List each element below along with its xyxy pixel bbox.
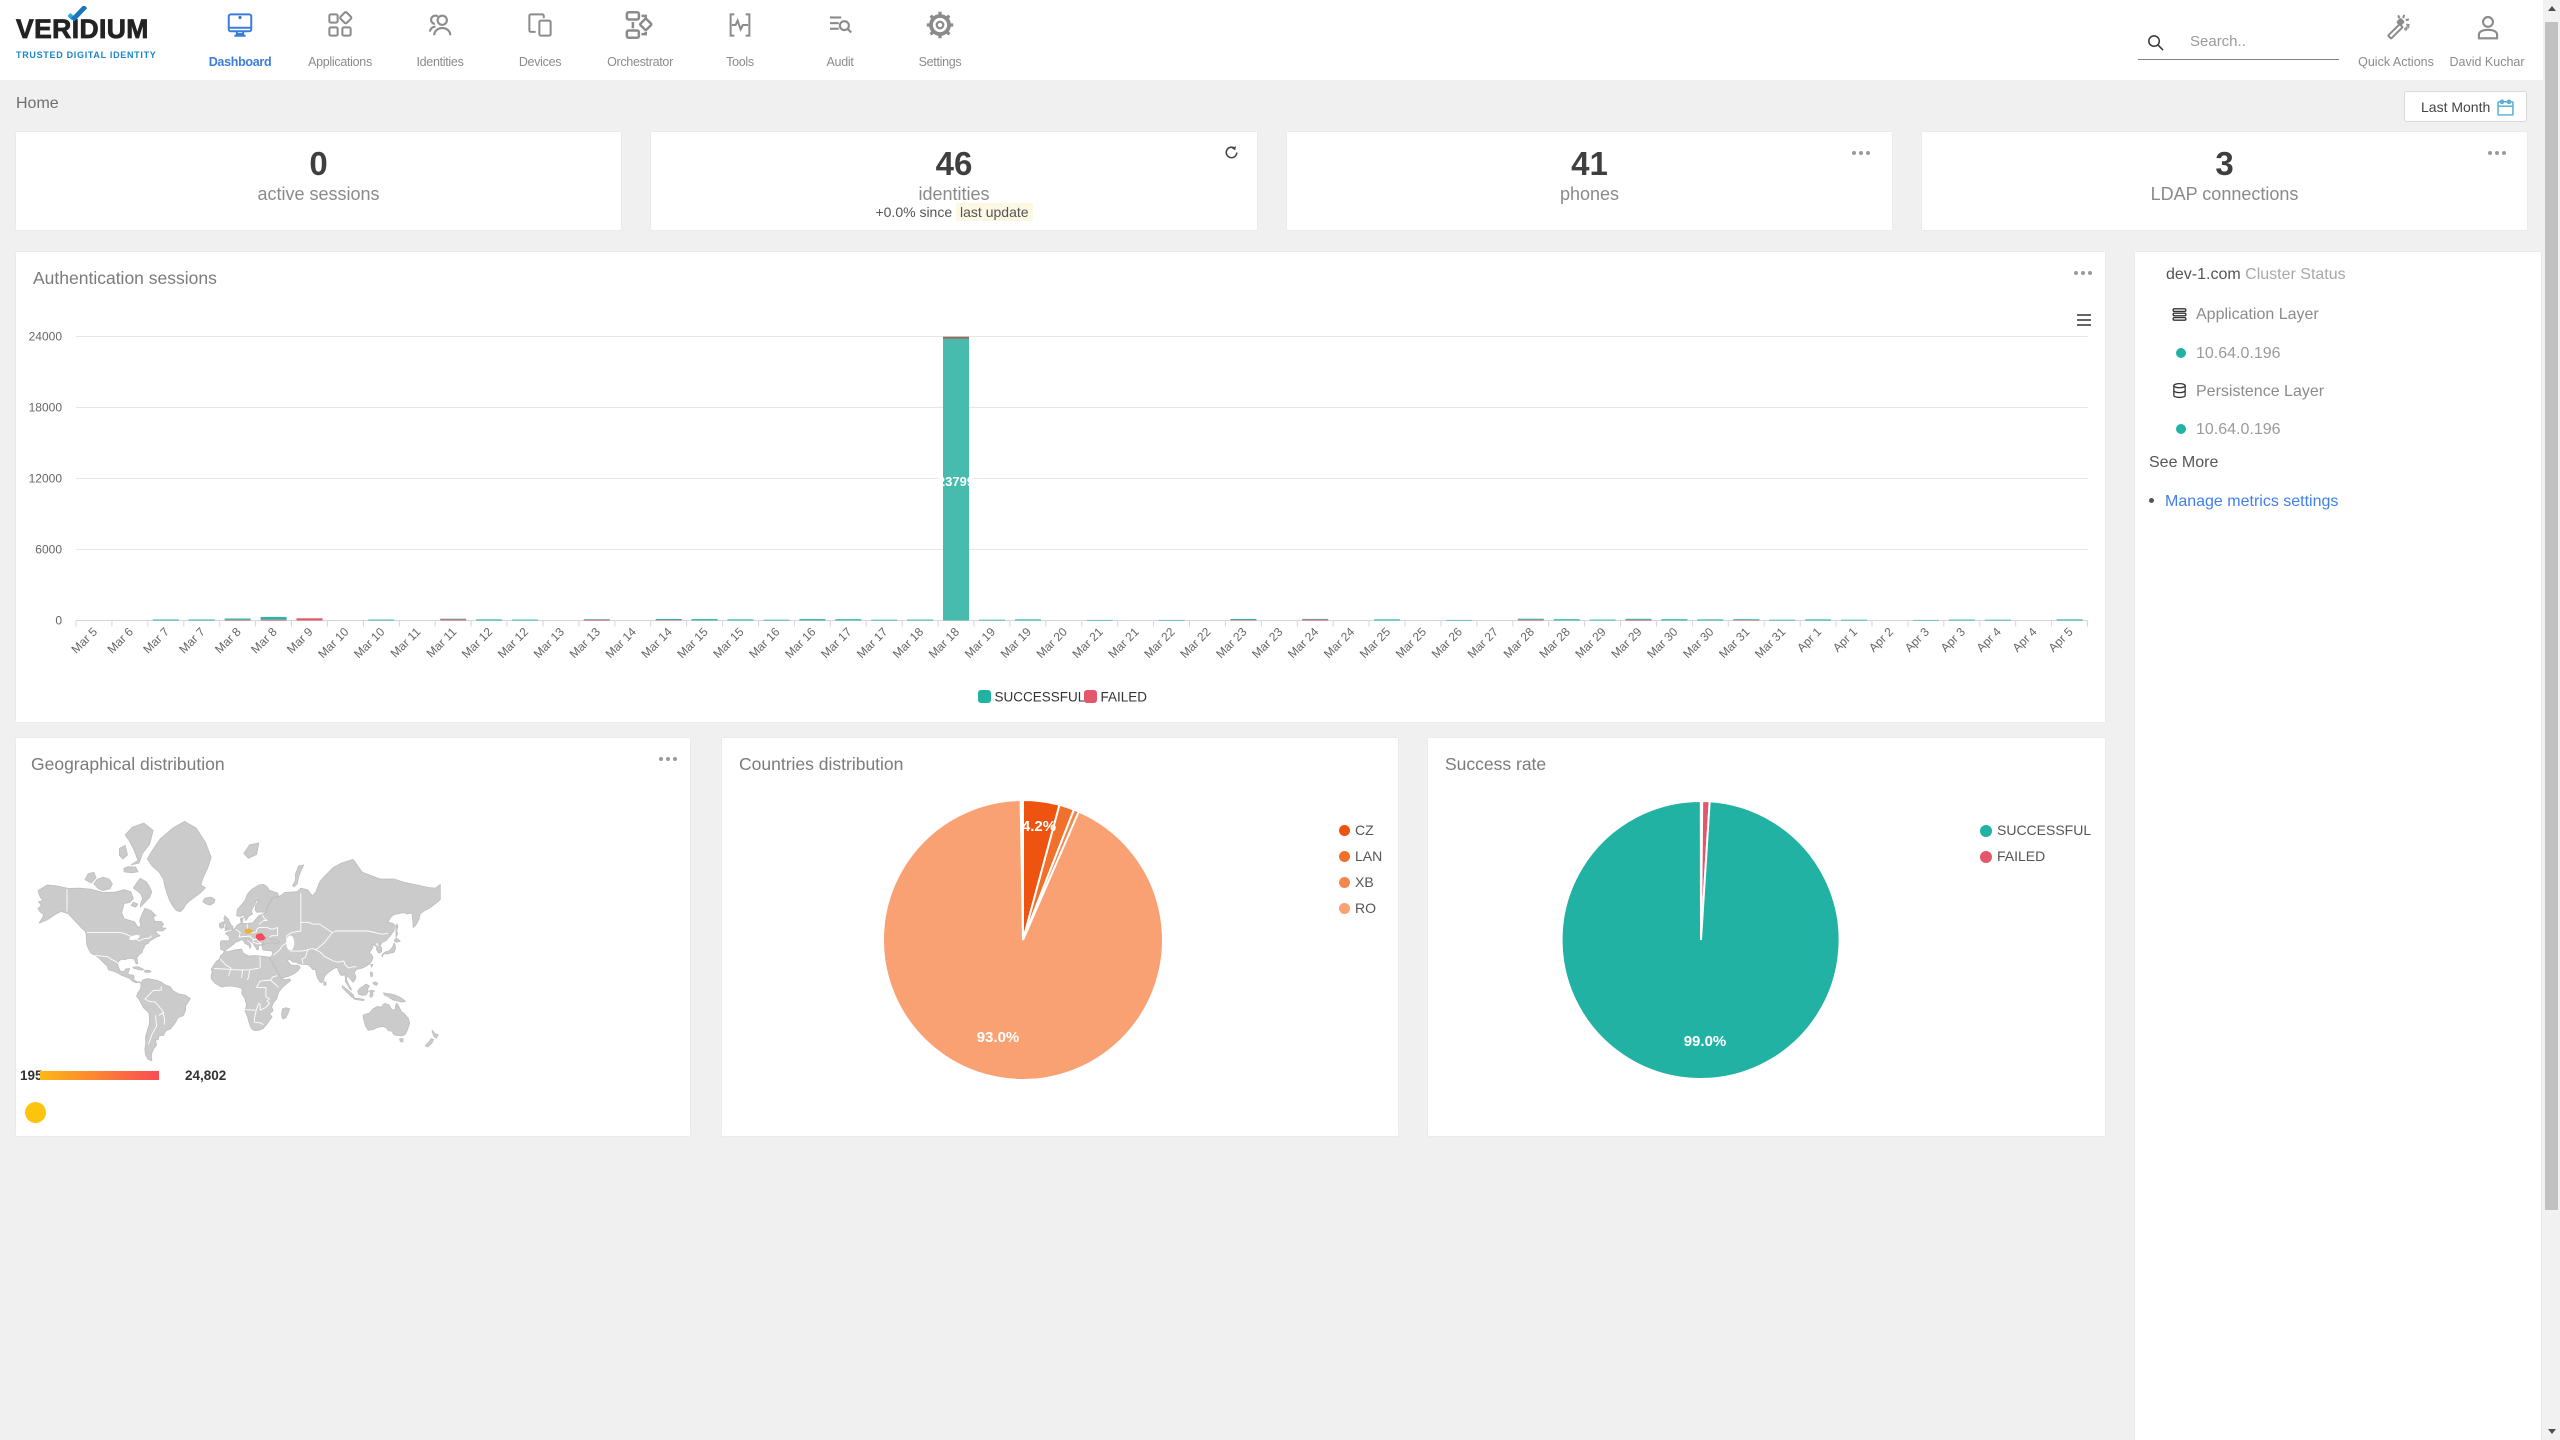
svg-text:Apr 3: Apr 3 [1938,624,1968,654]
svg-text:Mar 31: Mar 31 [1716,624,1753,661]
svg-text:24000: 24000 [29,330,63,344]
svg-text:Mar 24: Mar 24 [1285,624,1322,661]
svg-text:Mar 7: Mar 7 [176,625,208,657]
svg-text:Mar 10: Mar 10 [315,624,352,661]
svg-text:Mar 11: Mar 11 [424,624,460,660]
svg-text:Apr 3: Apr 3 [1902,624,1932,654]
svg-text:Mar 28: Mar 28 [1501,624,1538,661]
svg-text:4.2%: 4.2% [1022,818,1056,835]
svg-text:Mar 22: Mar 22 [1141,624,1178,661]
svg-text:Apr 4: Apr 4 [2010,624,2040,654]
svg-text:Mar 17: Mar 17 [854,624,891,661]
svg-text:Mar 12: Mar 12 [495,624,532,661]
svg-text:Mar 7: Mar 7 [140,625,172,657]
svg-text:Mar 9: Mar 9 [284,625,316,657]
svg-text:Mar 13: Mar 13 [567,624,604,661]
svg-text:Mar 17: Mar 17 [818,624,855,661]
svg-text:Mar 25: Mar 25 [1393,624,1430,661]
svg-text:Mar 8: Mar 8 [248,625,280,657]
svg-text:Mar 23: Mar 23 [1213,624,1250,661]
svg-text:Mar 21: Mar 21 [1070,624,1107,661]
svg-text:Apr 5: Apr 5 [2046,624,2076,654]
svg-text:Mar 22: Mar 22 [1177,624,1214,661]
svg-text:Mar 26: Mar 26 [1429,624,1466,661]
svg-text:6000: 6000 [35,543,62,557]
svg-text:Mar 25: Mar 25 [1357,624,1394,661]
svg-text:Apr 4: Apr 4 [1974,624,2004,654]
svg-text:Mar 5: Mar 5 [69,625,101,657]
svg-text:Mar 20: Mar 20 [1034,624,1071,661]
svg-text:Mar 23: Mar 23 [1249,624,1286,661]
svg-text:Mar 18: Mar 18 [890,624,927,661]
svg-text:Mar 8: Mar 8 [212,625,244,657]
svg-text:Mar 16: Mar 16 [782,624,819,661]
svg-text:18000: 18000 [29,401,63,415]
svg-text:Mar 30: Mar 30 [1644,624,1681,661]
svg-text:Mar 21: Mar 21 [1105,624,1142,661]
svg-text:0: 0 [55,614,62,628]
svg-text:Mar 27: Mar 27 [1465,624,1502,661]
svg-text:Mar 14: Mar 14 [603,624,640,661]
svg-text:Mar 12: Mar 12 [459,624,496,661]
svg-text:Mar 18: Mar 18 [926,624,963,661]
svg-text:Mar 31: Mar 31 [1752,624,1789,661]
svg-text:Mar 19: Mar 19 [998,624,1035,661]
svg-text:SUCCESSFUL: SUCCESSFUL [995,690,1086,705]
svg-text:Mar 30: Mar 30 [1680,624,1717,661]
svg-text:Mar 13: Mar 13 [531,624,568,661]
svg-text:Mar 15: Mar 15 [674,624,711,661]
svg-text:Mar 29: Mar 29 [1572,624,1609,661]
svg-text:Mar 14: Mar 14 [639,624,676,661]
svg-text:Mar 28: Mar 28 [1537,624,1574,661]
svg-text:Mar 16: Mar 16 [746,624,783,661]
svg-text:Apr 2: Apr 2 [1866,624,1896,654]
svg-text:Mar 6: Mar 6 [104,625,136,657]
svg-text:Mar 15: Mar 15 [710,624,747,661]
svg-text:Apr 1: Apr 1 [1830,624,1860,654]
svg-text:Mar 29: Mar 29 [1608,624,1645,661]
svg-text:Mar 10: Mar 10 [351,624,388,661]
svg-text:Apr 1: Apr 1 [1794,624,1824,654]
svg-text:Mar 19: Mar 19 [962,624,999,661]
svg-text:12000: 12000 [29,472,63,486]
svg-text:Mar 24: Mar 24 [1321,624,1358,661]
svg-text:93.0%: 93.0% [977,1029,1020,1046]
svg-text:23799: 23799 [938,474,974,489]
svg-text:Mar 11: Mar 11 [388,624,424,660]
svg-text:99.0%: 99.0% [1684,1033,1727,1050]
svg-text:FAILED: FAILED [1101,690,1148,705]
